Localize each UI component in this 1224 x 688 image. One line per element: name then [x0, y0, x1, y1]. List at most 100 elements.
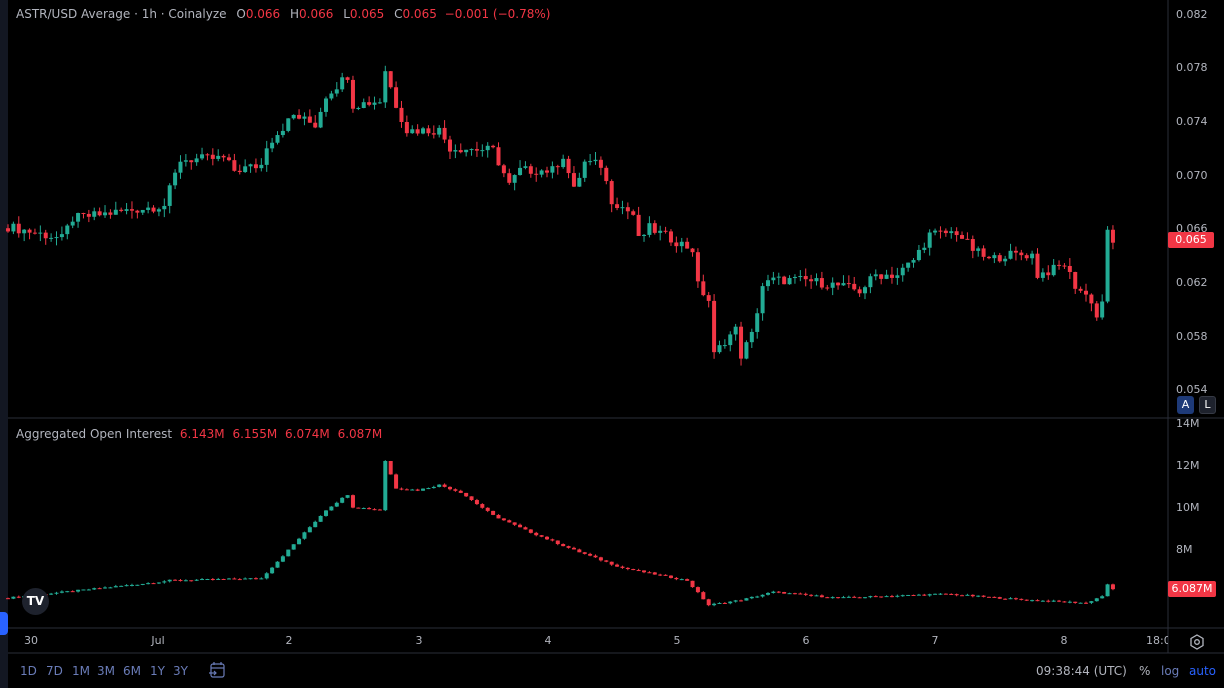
oi-candle [383, 460, 388, 511]
price-candle [65, 225, 70, 235]
time-label: 7 [931, 634, 939, 647]
oi-candle [388, 460, 393, 475]
price-candle [324, 98, 329, 112]
oi-candle [103, 587, 108, 589]
oi-candle [81, 589, 86, 591]
range-1m[interactable]: 1M [72, 664, 90, 678]
oi-candle [986, 596, 991, 598]
oi-candle [1094, 598, 1099, 602]
log-toggle[interactable]: log [1161, 664, 1180, 678]
auto-toggle[interactable]: auto [1189, 664, 1217, 678]
oi-candle [571, 547, 576, 550]
price-candle [447, 139, 452, 152]
price-candle [464, 149, 469, 153]
price-candle [491, 145, 496, 148]
price-candle [534, 173, 539, 175]
toggle-panel-tab[interactable] [0, 612, 8, 635]
range-1d[interactable]: 1D [20, 664, 37, 678]
price-candle [620, 207, 625, 209]
price-candle [722, 345, 727, 347]
oi-legend: Aggregated Open Interest 6.143M 6.155M 6… [16, 427, 382, 441]
auto-scale-button[interactable]: A [1177, 396, 1194, 414]
price-candle [243, 166, 248, 173]
oi-candle [469, 496, 474, 501]
price-candle [668, 231, 673, 243]
price-candle [1040, 272, 1045, 278]
price-candle [954, 231, 959, 236]
price-candle [232, 160, 237, 171]
oi-candle [76, 589, 81, 592]
oi-candle [70, 591, 75, 593]
price-candle [625, 207, 630, 212]
time-label: 18:0 [1146, 634, 1168, 647]
settings-icon[interactable] [1189, 634, 1205, 650]
price-candle [313, 122, 318, 128]
oi-candle [965, 594, 970, 596]
price-candle [367, 102, 372, 105]
price-candle [873, 274, 878, 277]
range-1y[interactable]: 1Y [150, 664, 165, 678]
range-3y[interactable]: 3Y [173, 664, 188, 678]
price-candle [167, 185, 172, 206]
oi-tick: 12M [1176, 459, 1200, 472]
oi-candle [922, 594, 927, 596]
oi-candle [286, 549, 291, 557]
price-candle [809, 279, 814, 282]
range-7d[interactable]: 7D [46, 664, 63, 678]
price-candle [814, 278, 819, 282]
range-6m[interactable]: 6M [123, 664, 141, 678]
oi-candle [512, 522, 517, 525]
oi-candle [895, 595, 900, 597]
oi-candle [108, 587, 113, 589]
price-candle [307, 116, 312, 123]
oi-candle [129, 584, 134, 586]
oi-candle [668, 575, 673, 578]
oi-candle [140, 583, 145, 585]
oi-candle [291, 544, 296, 550]
oi-candle [421, 488, 426, 491]
price-candle [383, 71, 388, 103]
oi-candle [706, 599, 711, 606]
price-candle [792, 276, 797, 279]
log-scale-button[interactable]: L [1199, 396, 1216, 414]
utc-clock[interactable]: 09:38:44 (UTC) [1036, 664, 1127, 678]
calendar-goto-icon[interactable] [208, 661, 226, 679]
oi-high: 6.155M [232, 427, 278, 441]
oi-candle [194, 579, 199, 581]
price-candle [679, 241, 684, 247]
oi-candle [803, 593, 808, 595]
oi-candle [852, 596, 857, 598]
price-candle [765, 280, 770, 287]
price-candle [652, 223, 657, 233]
price-candle [356, 108, 361, 110]
oi-candle [480, 504, 485, 508]
percent-toggle[interactable]: % [1139, 664, 1151, 678]
price-candle [593, 159, 598, 162]
price-candle [334, 89, 339, 94]
tradingview-logo[interactable]: TV [22, 588, 49, 615]
price-candle [701, 281, 706, 296]
oi-candle [593, 555, 598, 558]
price-candle [782, 276, 787, 285]
oi-candle [970, 594, 975, 597]
price-candle [221, 155, 226, 158]
price-candle [1057, 264, 1062, 266]
oi-candle [1089, 601, 1094, 603]
oi-candle [582, 552, 587, 554]
oi-candle [550, 539, 555, 541]
oi-candle [1110, 584, 1115, 590]
price-candle [1089, 294, 1094, 304]
price-candle [113, 209, 118, 215]
price-candle [453, 150, 458, 152]
price-candle [1100, 301, 1105, 318]
oi-candle [625, 567, 630, 570]
oi-candle [992, 596, 997, 598]
price-candle [1030, 253, 1035, 259]
range-3m[interactable]: 3M [97, 664, 115, 678]
price-candle [280, 130, 285, 136]
oi-candle [313, 521, 318, 528]
time-label: 6 [802, 634, 810, 647]
oi-candle [863, 597, 868, 599]
oi-candle [868, 596, 873, 598]
